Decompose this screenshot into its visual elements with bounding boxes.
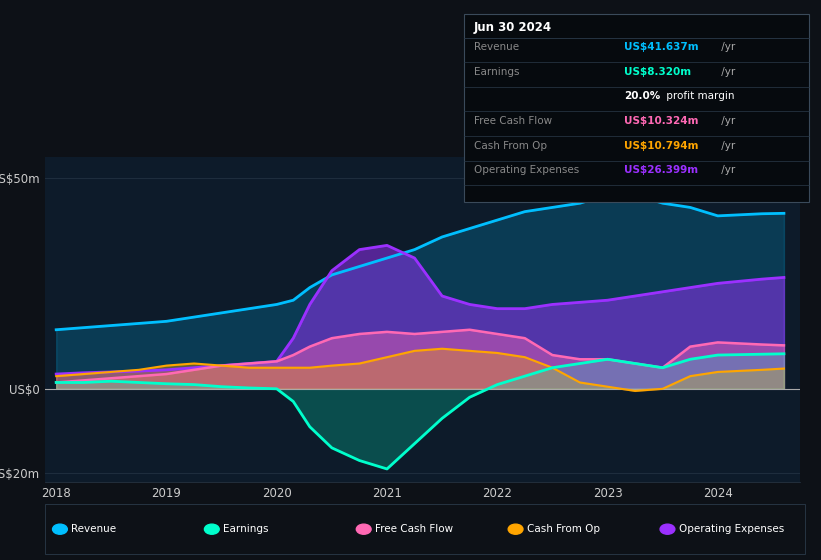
Text: Revenue: Revenue	[474, 42, 519, 52]
Text: Free Cash Flow: Free Cash Flow	[375, 524, 453, 534]
Text: Earnings: Earnings	[474, 67, 519, 77]
Text: Cash From Op: Cash From Op	[474, 141, 547, 151]
Text: Cash From Op: Cash From Op	[527, 524, 600, 534]
Text: Earnings: Earnings	[223, 524, 268, 534]
Text: US$26.399m: US$26.399m	[624, 165, 698, 175]
Text: /yr: /yr	[718, 141, 736, 151]
Text: /yr: /yr	[718, 165, 736, 175]
Text: /yr: /yr	[718, 42, 736, 52]
Text: US$8.320m: US$8.320m	[624, 67, 691, 77]
Text: US$10.324m: US$10.324m	[624, 116, 699, 126]
Text: Revenue: Revenue	[71, 524, 117, 534]
Text: profit margin: profit margin	[663, 91, 735, 101]
Text: Operating Expenses: Operating Expenses	[474, 165, 579, 175]
Text: /yr: /yr	[718, 116, 736, 126]
Text: 20.0%: 20.0%	[624, 91, 660, 101]
Text: /yr: /yr	[718, 67, 736, 77]
Text: Jun 30 2024: Jun 30 2024	[474, 21, 552, 34]
Text: US$10.794m: US$10.794m	[624, 141, 699, 151]
Text: Operating Expenses: Operating Expenses	[679, 524, 784, 534]
Text: Free Cash Flow: Free Cash Flow	[474, 116, 552, 126]
Text: US$41.637m: US$41.637m	[624, 42, 699, 52]
